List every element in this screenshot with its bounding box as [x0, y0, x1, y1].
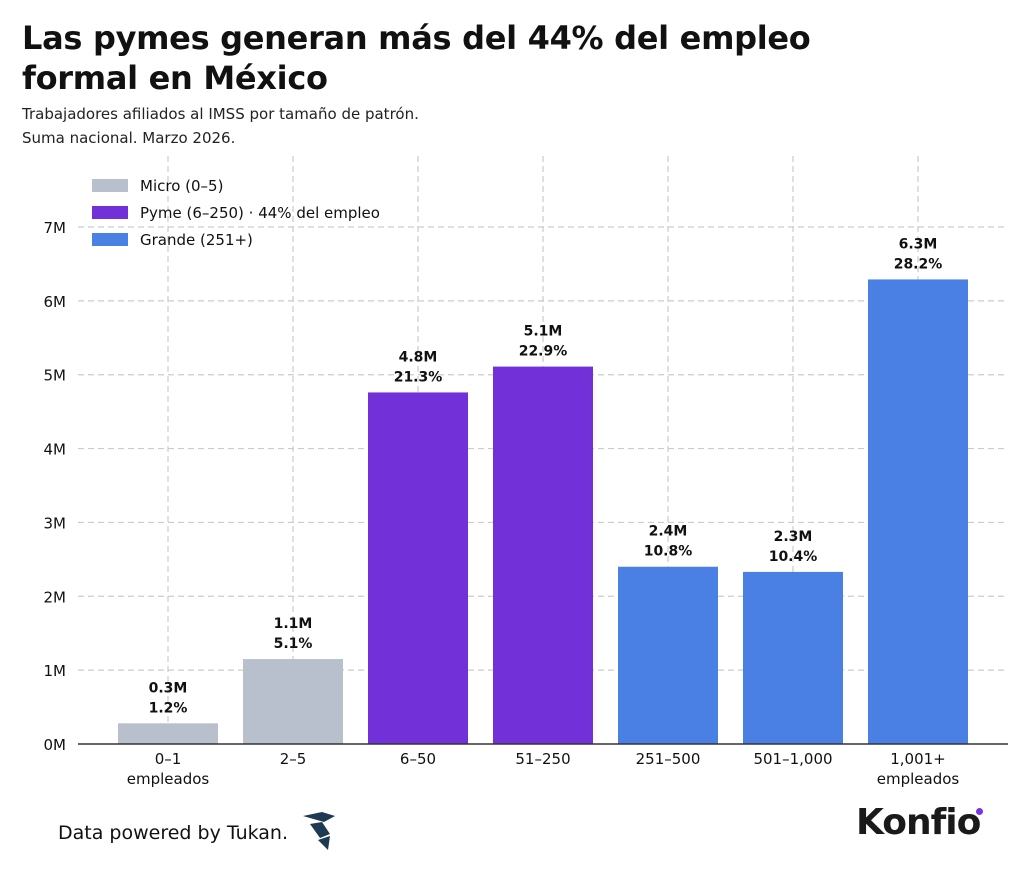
bar — [868, 279, 968, 744]
legend-swatch — [92, 206, 128, 219]
y-tick-label: 3M — [44, 514, 67, 532]
x-tick-label: empleados — [877, 770, 960, 788]
bar-value-label: 1.1M — [274, 616, 313, 632]
bar-percent-label: 28.2% — [894, 256, 943, 272]
x-tick-label: 251–500 — [636, 750, 701, 768]
chart-subtitle: Trabajadores afiliados al IMSS por tamañ… — [22, 102, 419, 150]
x-tick-label: 6–50 — [400, 750, 436, 768]
tukan-logo-icon — [303, 812, 335, 850]
x-tick-label: 1,001+ — [890, 750, 946, 768]
y-tick-label: 2M — [44, 588, 67, 606]
legend-label: Pyme (6–250) · 44% del empleo — [140, 204, 380, 222]
bar-value-label: 0.3M — [149, 680, 188, 696]
bar-percent-label: 1.2% — [149, 700, 188, 716]
y-tick-label: 7M — [44, 219, 67, 237]
bar-value-label: 6.3M — [899, 236, 938, 252]
x-tick-label: 2–5 — [280, 750, 307, 768]
y-tick-label: 5M — [44, 367, 67, 385]
x-tick-label: 501–1,000 — [753, 750, 832, 768]
konfio-logo: Konfio — [856, 802, 981, 843]
x-tick-label: 51–250 — [515, 750, 570, 768]
bar — [118, 723, 218, 744]
konfio-logo-dot-icon — [976, 808, 983, 815]
chart-title: Las pymes generan más del 44% del empleo… — [22, 19, 811, 97]
bar-percent-label: 10.8% — [644, 544, 693, 560]
bar-percent-label: 21.3% — [394, 369, 443, 385]
bar-percent-label: 5.1% — [274, 636, 313, 652]
bar-chart: 0M 1M 2M 3M 4M 5M 6M 7M 0.3M 1.2% 0–1 empleados 1.1M… — [44, 156, 1008, 788]
bar-value-label: 4.8M — [399, 349, 438, 365]
x-tick-label: 0–1 — [155, 750, 182, 768]
bar — [368, 392, 468, 744]
bar — [743, 571, 843, 744]
legend-swatch — [92, 233, 128, 246]
y-tick-label: 0M — [44, 736, 67, 754]
bar — [618, 566, 718, 744]
subtitle-line-2: Suma nacional. Marzo 2026. — [22, 129, 236, 147]
bar-value-label: 2.4M — [649, 524, 688, 540]
bar-percent-label: 10.4% — [769, 549, 818, 565]
legend-label: Micro (0–5) — [140, 177, 223, 195]
bar-value-label: 2.3M — [774, 529, 813, 545]
legend-swatch — [92, 179, 128, 192]
x-tick-label: empleados — [127, 770, 210, 788]
data-credit: Data powered by Tukan. — [58, 822, 289, 844]
y-tick-label: 6M — [44, 293, 67, 311]
bar-percent-label: 22.9% — [519, 344, 568, 360]
legend-label: Grande (251+) — [140, 231, 253, 249]
bar-value-label: 5.1M — [524, 324, 563, 340]
y-tick-label: 1M — [44, 662, 67, 680]
bar — [243, 659, 343, 744]
y-tick-label: 4M — [44, 441, 67, 459]
bar — [493, 366, 593, 744]
subtitle-line-1: Trabajadores afiliados al IMSS por tamañ… — [22, 105, 419, 123]
